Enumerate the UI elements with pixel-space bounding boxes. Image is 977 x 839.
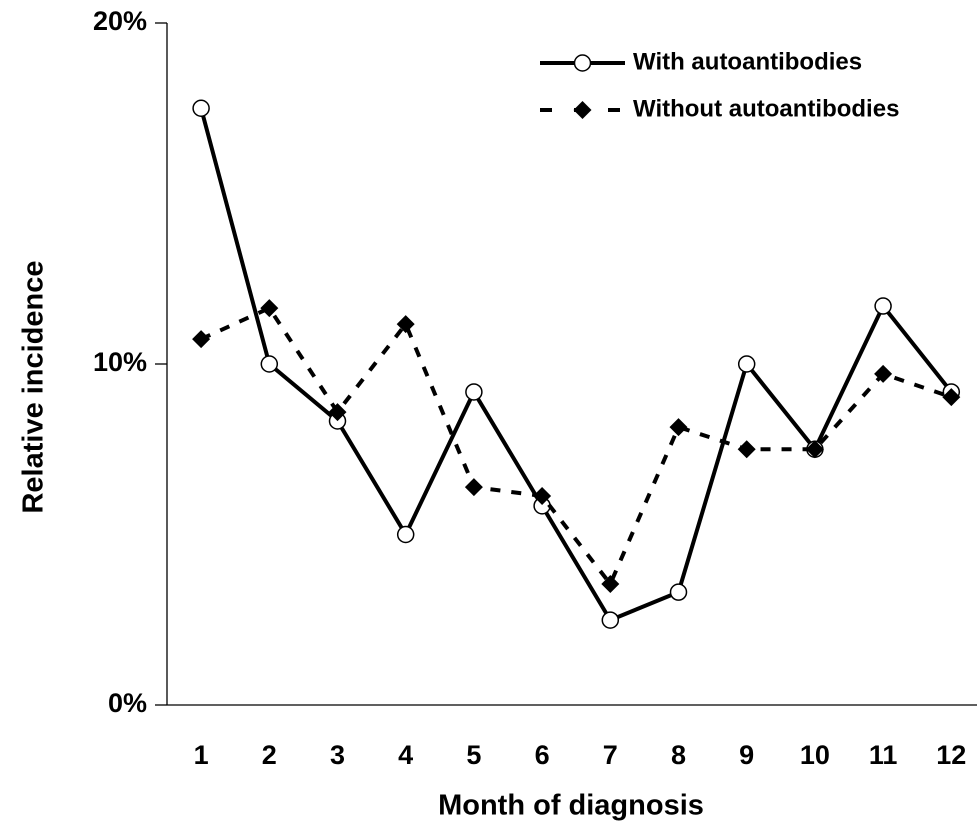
circle-marker (260, 355, 279, 373)
y-tick-label: 10% (93, 347, 147, 377)
diamond-marker (328, 403, 347, 422)
legend-marker (573, 54, 592, 72)
diamond-marker (737, 440, 756, 459)
diamond-marker (533, 486, 552, 505)
diamond-marker (601, 574, 620, 593)
y-tick-label: 0% (108, 688, 147, 718)
circle-marker (737, 355, 756, 373)
circle-marker (874, 297, 892, 315)
circle-marker (396, 525, 415, 544)
x-tick-label: 7 (603, 740, 618, 770)
x-tick-label: 1 (194, 740, 209, 770)
diamond-marker (396, 315, 415, 334)
legend-label: Without autoantibodies (633, 95, 899, 122)
x-tick-label: 8 (671, 740, 686, 770)
x-tick-label: 2 (262, 740, 277, 770)
legend-label: With autoantibodies (633, 48, 862, 75)
circle-marker (669, 583, 688, 601)
circle-marker (192, 99, 210, 117)
diamond-marker (942, 388, 961, 407)
diamond-marker (192, 330, 211, 349)
y-axis-title: Relative incidence (18, 260, 50, 513)
y-tick-label: 20% (93, 6, 147, 36)
diamond-marker (805, 440, 824, 459)
x-tick-label: 10 (800, 740, 830, 770)
x-tick-label: 11 (869, 740, 898, 770)
series-line (199, 107, 953, 623)
x-axis-title: Month of diagnosis (438, 790, 704, 822)
diamond-marker (669, 418, 688, 437)
x-tick-label: 9 (739, 740, 754, 770)
diamond-marker (260, 299, 279, 318)
legend-marker (573, 101, 592, 119)
x-tick-label: 3 (330, 740, 345, 770)
circle-marker (465, 383, 483, 401)
series-line (200, 305, 952, 588)
x-tick-label: 5 (466, 740, 481, 770)
x-tick-label: 12 (936, 740, 966, 770)
x-tick-label: 6 (535, 740, 550, 770)
diamond-marker (464, 478, 483, 497)
diamond-marker (874, 364, 893, 383)
x-tick-label: 4 (398, 740, 413, 770)
circle-marker (601, 611, 620, 629)
